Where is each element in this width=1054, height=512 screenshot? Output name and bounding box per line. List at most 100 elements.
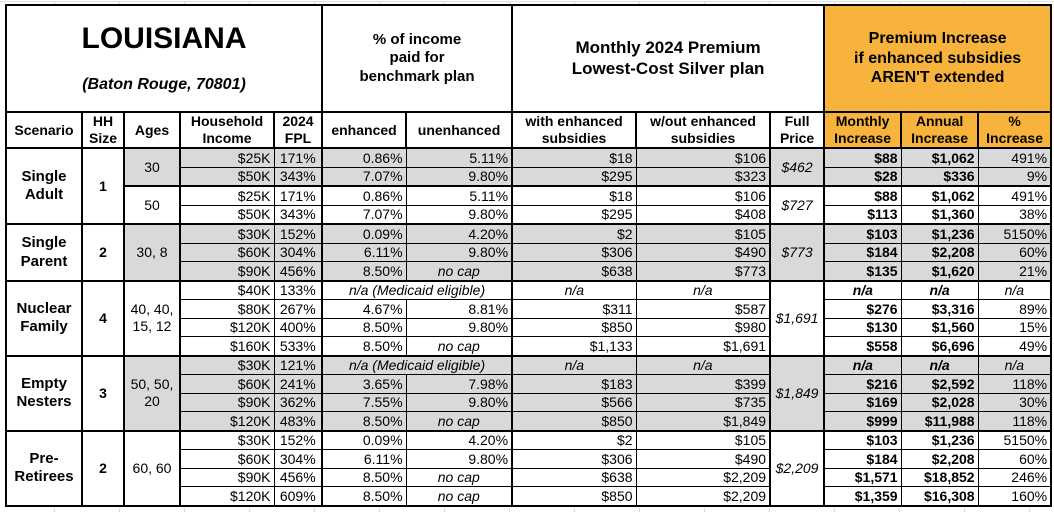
full-price-cell: $462 [769, 147, 825, 187]
medicaid-note-cell: n/a (Medicaid eligible) [321, 279, 513, 301]
fpl-cell: 343% [273, 204, 323, 225]
pct-increase-cell: 246% [977, 467, 1052, 488]
annual-increase-cell: $1,236 [900, 429, 979, 451]
income-cell: $30K [179, 429, 275, 451]
fpl-cell: 304% [273, 242, 323, 263]
monthly-increase-cell: $1,571 [823, 467, 902, 488]
monthly-increase-cell: $558 [823, 336, 902, 357]
hh-size-cell: 3 [81, 354, 125, 432]
hh-size-cell: 2 [81, 223, 125, 282]
ages-cell: 30 [123, 147, 181, 187]
pct-increase-cell: 21% [977, 261, 1052, 282]
monthly-increase-cell: $999 [823, 411, 902, 432]
annual-increase-cell: $1,620 [900, 261, 979, 282]
unenhanced-pct-cell: no cap [405, 261, 513, 282]
premium-wout-subsidies-cell: $735 [635, 392, 771, 413]
unenhanced-pct-cell: 8.81% [405, 299, 513, 319]
fpl-cell: 304% [273, 449, 323, 469]
pct-increase-cell: 5150% [977, 223, 1052, 244]
premium-wout-subsidies-cell: $587 [635, 299, 771, 319]
col-header-pct-increase: % Increase [977, 111, 1053, 150]
enhanced-pct-cell: 0.09% [321, 429, 407, 451]
unenhanced-pct-cell: no cap [405, 486, 513, 507]
increase-group-header: Premium Increase if enhanced subsidies A… [823, 3, 1053, 114]
pct-increase-cell: 118% [977, 374, 1052, 394]
income-cell: $80K [179, 299, 275, 319]
premium-wout-subsidies-cell: $106 [635, 185, 771, 206]
annual-increase-cell: $336 [900, 166, 979, 187]
enhanced-pct-cell: 6.11% [321, 242, 407, 263]
enhanced-pct-cell: 0.86% [321, 147, 407, 168]
pct-increase-cell: 160% [977, 486, 1052, 507]
premium-with-subsidies-cell: $183 [511, 374, 637, 394]
medicaid-note-cell: n/a (Medicaid eligible) [321, 354, 513, 376]
annual-increase-cell: $1,360 [900, 204, 979, 225]
premium-with-subsidies-cell: $2 [511, 429, 637, 451]
monthly-increase-cell: $135 [823, 261, 902, 282]
table-row: $120K 400% 8.50% 9.80% $850 $980 $130 $1… [6, 317, 1052, 338]
table-row: $160K 533% 8.50% no cap $1,133 $1,691 $5… [6, 336, 1052, 357]
monthly-increase-cell: $103 [823, 429, 902, 451]
premium-wout-subsidies-cell: $2,209 [635, 486, 771, 507]
unenhanced-pct-cell: 9.80% [405, 204, 513, 225]
income-cell: $120K [179, 411, 275, 432]
monthly-increase-cell: $169 [823, 392, 902, 413]
hh-size-cell: 1 [81, 147, 125, 225]
table-row: $90K 456% 8.50% no cap $638 $773 $135 $1… [6, 261, 1052, 282]
premium-with-subsidies-cell: $850 [511, 486, 637, 507]
col-header-income: Household Income [179, 111, 275, 150]
unenhanced-pct-cell: 9.80% [405, 449, 513, 469]
annual-increase-cell: $2,592 [900, 374, 979, 394]
income-cell: $90K [179, 392, 275, 413]
table-row: $60K 304% 6.11% 9.80% $306 $490 $184 $2,… [6, 242, 1052, 263]
unenhanced-pct-cell: no cap [405, 411, 513, 432]
annual-increase-cell: n/a [900, 279, 979, 301]
table-row: Single Adult 1 30 $25K 171% 0.86% 5.11% … [5, 147, 1052, 225]
table-row: Pre- Retirees 2 60, 60 $30K 152% 0.09% 4… [5, 429, 1052, 507]
enhanced-pct-cell: 8.50% [321, 336, 407, 357]
table-row: Nuclear Family 4 40, 40, 15, 12 $40K 133… [5, 279, 1052, 357]
income-cell: $120K [179, 486, 275, 507]
pct-increase-cell: n/a [977, 354, 1052, 376]
premium-group-header: Monthly 2024 Premium Lowest-Cost Silver … [511, 3, 826, 114]
scenario-cell: Empty Nesters [5, 354, 83, 432]
fpl-cell: 456% [273, 467, 323, 488]
table-row: $60K 304% 6.11% 9.80% $306 $490 $184 $2,… [6, 449, 1052, 469]
col-header-unenhanced: unenhanced [405, 111, 514, 150]
income-cell: $50K [179, 166, 275, 187]
monthly-increase-cell: $88 [823, 147, 902, 168]
full-price-cell: $2,209 [769, 429, 825, 507]
monthly-increase-cell: $184 [823, 449, 902, 469]
monthly-increase-cell: n/a [823, 279, 902, 301]
hh-size-cell: 4 [81, 279, 125, 357]
premium-wout-subsidies-cell: n/a [635, 354, 771, 376]
premium-with-subsidies-cell: $311 [511, 299, 637, 319]
fpl-cell: 483% [273, 411, 323, 432]
fpl-cell: 121% [273, 354, 323, 376]
table-column-header-row: Scenario HH Size Ages Household Income 2… [5, 111, 1053, 150]
scenario-cell: Pre- Retirees [5, 429, 83, 507]
fpl-cell: 171% [273, 147, 323, 168]
col-header-enhanced: enhanced [321, 111, 408, 150]
scenario-cell: Single Adult [5, 147, 83, 225]
enhanced-pct-cell: 8.50% [321, 317, 407, 338]
annual-increase-cell: $1,062 [900, 147, 979, 168]
table-row: $60K 241% 3.65% 7.98% $183 $399 $216 $2,… [6, 374, 1052, 394]
pct-increase-cell: 30% [977, 392, 1052, 413]
table-row: 50 $25K 171% 0.86% 5.11% $18 $106 $727 $… [6, 185, 1052, 225]
income-cell: $50K [179, 204, 275, 225]
monthly-increase-cell: $216 [823, 374, 902, 394]
premium-with-subsidies-cell: $638 [511, 467, 637, 488]
pct-increase-cell: 9% [977, 166, 1052, 187]
scenario-cell: Single Parent [5, 223, 83, 282]
monthly-increase-cell: n/a [823, 354, 902, 376]
fpl-cell: 362% [273, 392, 323, 413]
enhanced-pct-cell: 7.07% [321, 166, 407, 187]
premium-with-subsidies-cell: $18 [511, 185, 637, 206]
fpl-cell: 152% [273, 223, 323, 244]
annual-increase-cell: $18,852 [900, 467, 979, 488]
col-header-full-price: Full Price [769, 111, 826, 150]
income-cell: $25K [179, 147, 275, 168]
income-cell: $60K [179, 242, 275, 263]
income-cell: $60K [179, 449, 275, 469]
